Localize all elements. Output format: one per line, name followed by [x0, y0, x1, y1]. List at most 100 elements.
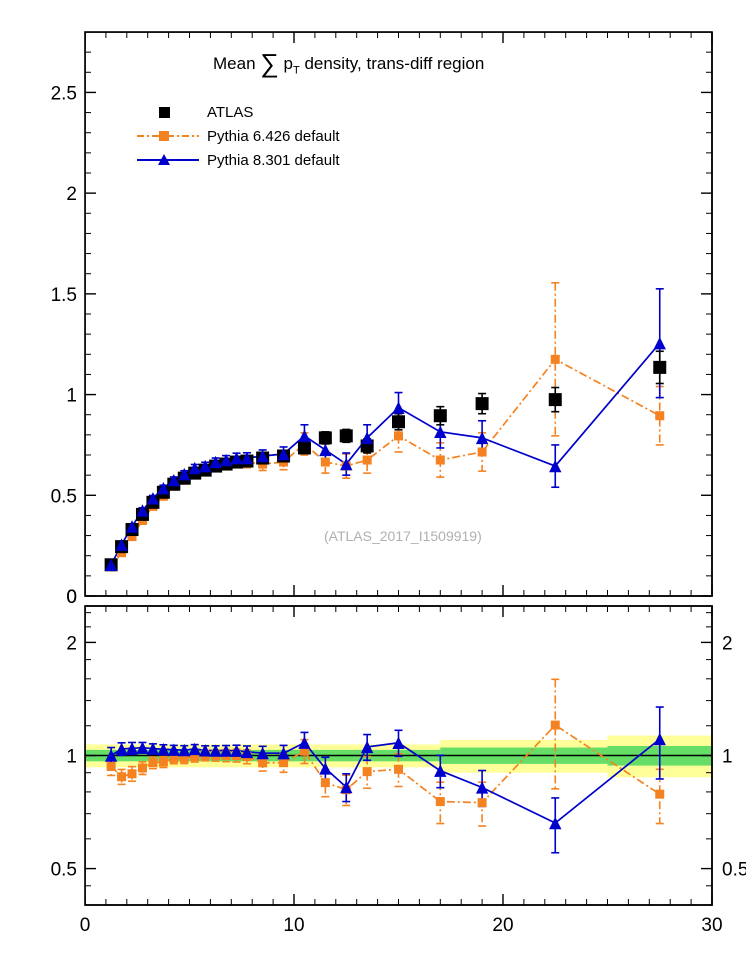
pythia6-marker-ratio — [477, 798, 487, 808]
pythia6-marker-ratio — [117, 772, 127, 782]
pythia8-marker-ratio — [125, 742, 139, 755]
pythia6-line-main — [110, 358, 661, 568]
atlas-marker-main — [297, 441, 311, 455]
pythia8-marker-main — [104, 558, 118, 571]
pythia8-marker-ratio — [230, 744, 243, 757]
pythia6-marker-ratio — [550, 720, 560, 730]
legend-key-pythia6 — [137, 127, 199, 145]
pythia8-marker-ratio — [549, 816, 562, 830]
pythia8-marker-ratio — [653, 732, 666, 746]
y-tick-label: 0 — [66, 587, 77, 608]
pythia8-marker-ratio — [167, 743, 181, 756]
clip-left — [0, 0, 85, 972]
title-pre: Mean — [213, 54, 261, 73]
pythia6-marker-ratio — [190, 752, 200, 762]
pythia6-marker-ratio — [106, 761, 116, 771]
pythia6-marker-ratio — [279, 758, 289, 768]
pythia6-marker-main — [477, 447, 487, 457]
pythia8-marker-main — [136, 504, 149, 517]
pythia8-marker-ratio — [319, 762, 332, 775]
pythia8-marker-main — [209, 455, 222, 469]
pythia8-marker-main — [178, 467, 191, 481]
pythia8-marker-main — [434, 425, 447, 439]
pythia8-marker-main — [188, 461, 201, 475]
x-tick-label: 0 — [80, 915, 91, 936]
pythia8-marker-main — [125, 520, 139, 533]
pythia8-marker-ratio — [256, 746, 269, 760]
legend: ATLAS Pythia 6.426 default Pythia 8.301 … — [137, 100, 340, 172]
clip-top — [0, 0, 746, 32]
title-post: density, trans-diff region — [299, 54, 485, 73]
pythia8-marker-main — [219, 453, 233, 467]
pythia8-marker-ratio — [340, 780, 353, 794]
pythia6-marker-ratio — [362, 767, 372, 777]
ratio-y-tick-label: 0.5 — [51, 860, 77, 881]
pythia8-marker-ratio — [115, 742, 128, 756]
pythia6-marker-ratio — [148, 758, 158, 768]
pythia8-marker-main — [198, 459, 212, 473]
pythia8-marker-main — [115, 538, 128, 551]
main-panel-frame — [84, 31, 713, 597]
pythia8-line-main — [110, 342, 661, 566]
y-tick-label: 2 — [66, 184, 77, 205]
y-tick-label: 1 — [66, 386, 77, 407]
legend-key-atlas — [137, 103, 199, 121]
atlas-marker-main — [392, 415, 405, 429]
pythia8-marker-ratio — [104, 749, 118, 762]
pythia8-marker-ratio — [178, 743, 191, 757]
legend-label-atlas: ATLAS — [207, 103, 254, 121]
pythia8-marker-main — [360, 431, 374, 445]
pythia8-marker-ratio — [475, 781, 489, 794]
pythia6-marker-ratio — [127, 769, 137, 779]
pythia8-marker-ratio — [240, 745, 254, 759]
pythia8-marker-main — [277, 447, 290, 461]
pythia6-marker-main — [655, 411, 665, 421]
sigma-icon: ∑ — [260, 48, 279, 78]
pythia6-marker-ratio — [137, 763, 147, 773]
pythia8-marker-ratio — [360, 740, 374, 754]
main-panel-frame-top — [84, 31, 713, 597]
ratio-panel-frame-top — [84, 605, 713, 906]
pythia8-marker-main — [146, 492, 160, 505]
pythia8-marker-main — [298, 429, 311, 443]
pythia8-marker-main — [475, 431, 489, 445]
pythia8-marker-main — [549, 459, 562, 473]
pythia6-marker-ratio — [169, 753, 179, 763]
y-tick-label: 1.5 — [51, 285, 77, 306]
pythia6-marker-main — [362, 455, 372, 465]
pythia8-marker-main — [340, 457, 353, 471]
ratio-y-tick-label: 2 — [66, 633, 77, 654]
pythia8-marker-main — [167, 473, 181, 487]
atlas-marker-main — [318, 431, 332, 445]
legend-item-pythia6: Pythia 6.426 default — [137, 124, 340, 148]
pythia6-marker-main — [394, 431, 403, 441]
pythia6-marker-main — [320, 457, 330, 467]
pythia8-marker-main — [157, 482, 170, 495]
ratio-y-tick-label: 1 — [66, 747, 77, 768]
pythia8-marker-main — [256, 449, 269, 463]
plot-title: Mean ∑ pT density, trans-diff region — [213, 50, 485, 77]
pythia8-marker-ratio — [157, 743, 170, 756]
x-tick-label: 20 — [492, 915, 513, 936]
pythia8-marker-ratio — [219, 744, 233, 757]
title-sub: T — [292, 64, 300, 77]
pythia6-marker-ratio — [258, 758, 268, 768]
pythia8-marker-ratio — [277, 747, 290, 760]
ratio-y-tick-label-right: 0.5 — [722, 860, 746, 881]
pythia6-marker-main — [127, 532, 137, 542]
legend-item-pythia8: Pythia 8.301 default — [137, 148, 340, 172]
pythia8-marker-main — [653, 337, 666, 350]
pythia8-marker-ratio — [146, 742, 160, 755]
pythia8-marker-ratio — [198, 744, 212, 757]
analysis-id-watermark: (ATLAS_2017_I1509919) — [324, 528, 482, 544]
y-tick-label-zero: 0 — [66, 587, 77, 608]
y-tick-label: 2.5 — [51, 83, 77, 104]
pythia6-marker-ratio — [158, 757, 168, 767]
title-p: p — [278, 54, 293, 73]
pythia8-marker-ratio — [136, 741, 149, 754]
clip-bottom — [0, 906, 746, 972]
x-tick-label: 10 — [283, 915, 304, 936]
pythia6-marker-ratio — [320, 778, 330, 788]
